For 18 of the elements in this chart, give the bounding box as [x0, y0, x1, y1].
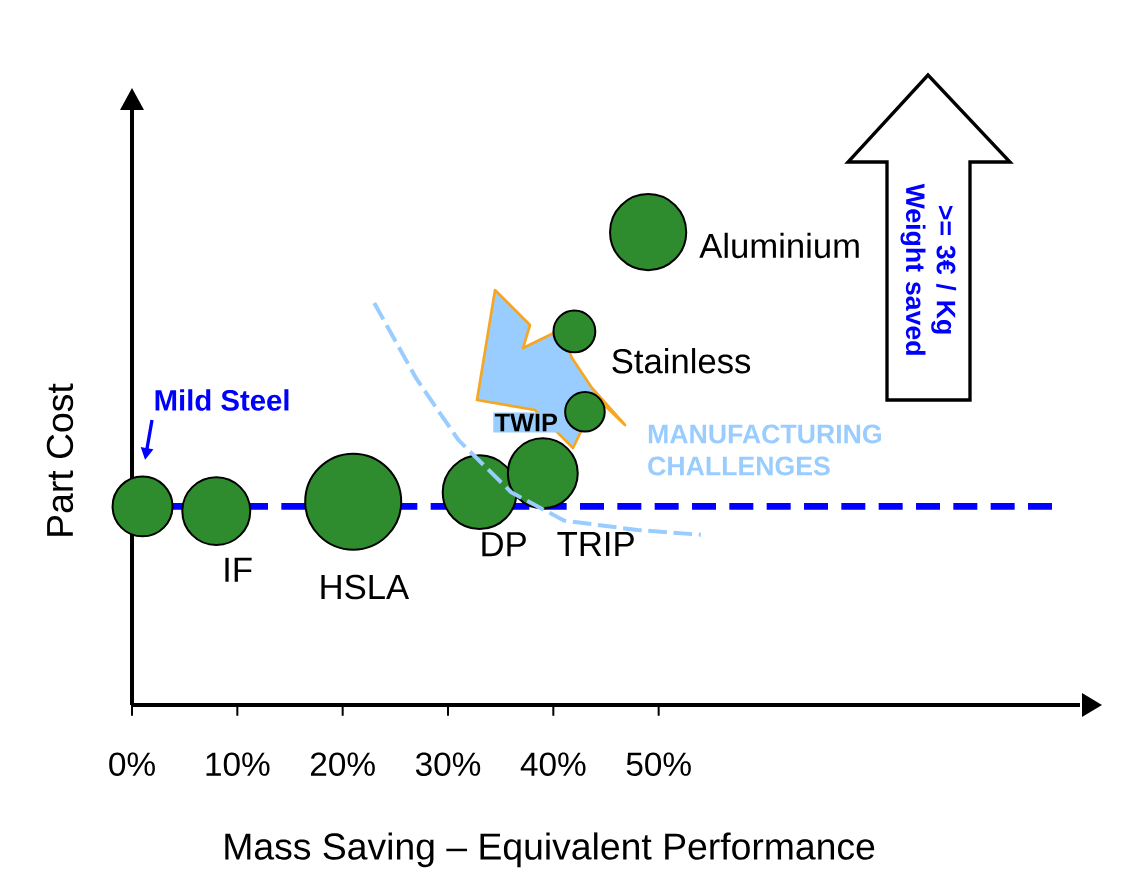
annotation: MANUFACTURING CHALLENGES: [648, 424, 881, 476]
x-tick-label: 10%: [206, 752, 270, 776]
annotation: Mild Steel: [155, 389, 289, 411]
x-tick-label: 40%: [520, 752, 586, 776]
y-axis-title: Part Cost: [46, 383, 74, 536]
annotation: IF: [225, 557, 252, 582]
x-axis-title: Mass Saving – Equivalent Performance: [225, 832, 875, 868]
annotation: DP: [482, 532, 526, 557]
annotation: Aluminium: [699, 232, 859, 259]
x-tick-label: 20%: [310, 752, 375, 776]
annotation: TRIP: [557, 532, 634, 556]
annotation: Stainless: [612, 348, 751, 374]
x-tick-label: 30%: [415, 752, 481, 776]
annotation: >= 3€ / Kg Weight saved: [900, 183, 957, 355]
x-tick-label: 0%: [109, 752, 155, 776]
annotation: HSLA: [321, 574, 410, 600]
x-tick-label: 50%: [626, 752, 691, 776]
annotation: TWIP: [494, 413, 558, 432]
